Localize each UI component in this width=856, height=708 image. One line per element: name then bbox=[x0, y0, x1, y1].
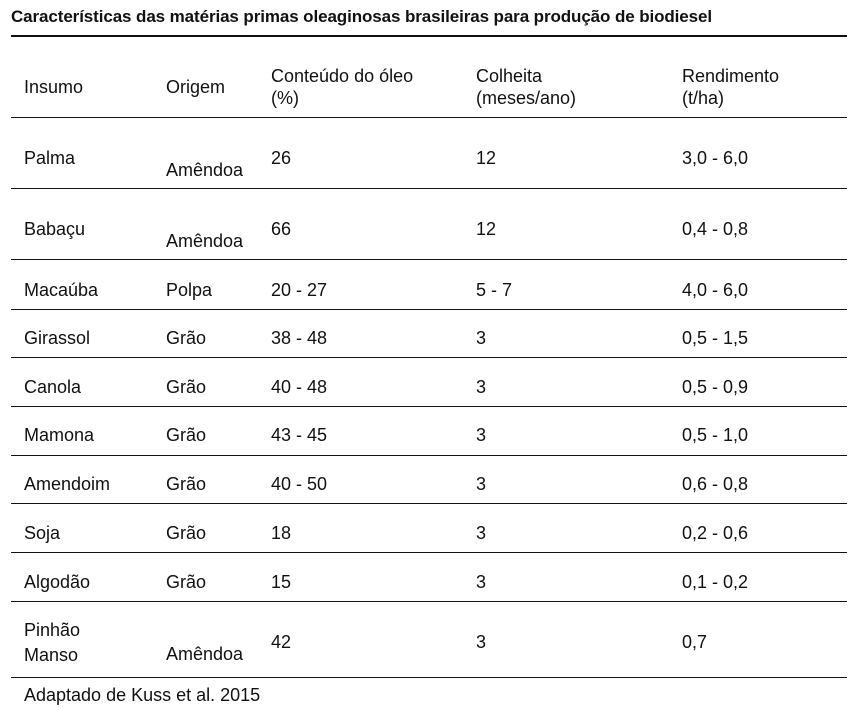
cell-colheita: 5 - 7 bbox=[476, 280, 513, 300]
cell-insumo: Macaúba bbox=[24, 280, 99, 300]
cell-conteudo: 15 bbox=[271, 572, 292, 592]
header-rule bbox=[11, 117, 847, 118]
cell-conteudo: 18 bbox=[271, 523, 292, 543]
cell-insumo-line1: Pinhão bbox=[24, 620, 81, 640]
cell-conteudo: 26 bbox=[271, 148, 292, 168]
cell-insumo: Canola bbox=[24, 377, 82, 397]
header-colheita-line2: (meses/ano) bbox=[476, 88, 577, 108]
cell-insumo: Girassol bbox=[24, 328, 91, 348]
cell-rendimento: 0,1 - 0,2 bbox=[682, 572, 749, 592]
header-rendimento: Rendimento (t/ha) bbox=[682, 65, 779, 109]
table-title: Características das matérias primas olea… bbox=[11, 7, 712, 26]
header-conteudo-line2: (%) bbox=[271, 88, 299, 108]
top-rule bbox=[11, 35, 847, 37]
cell-conteudo: 40 - 48 bbox=[271, 377, 328, 397]
cell-origem: Grão bbox=[166, 425, 207, 445]
cell-insumo: Algodão bbox=[24, 572, 91, 592]
cell-conteudo: 43 - 45 bbox=[271, 425, 328, 445]
row-rule bbox=[11, 406, 847, 407]
cell-origem: Grão bbox=[166, 572, 207, 592]
cell-insumo: Soja bbox=[24, 523, 61, 543]
row-rule bbox=[11, 309, 847, 310]
cell-colheita: 3 bbox=[476, 328, 487, 348]
cell-colheita: 3 bbox=[476, 632, 487, 652]
cell-colheita: 12 bbox=[476, 148, 497, 168]
header-conteudo: Conteúdo do óleo (%) bbox=[271, 65, 413, 109]
row-rule bbox=[11, 188, 847, 189]
cell-conteudo: 38 - 48 bbox=[271, 328, 328, 348]
cell-insumo: Palma bbox=[24, 148, 76, 168]
cell-origem: Polpa bbox=[166, 280, 213, 300]
cell-insumo: Pinhão Manso bbox=[24, 619, 80, 666]
cell-rendimento: 0,6 - 0,8 bbox=[682, 474, 749, 494]
row-rule bbox=[11, 552, 847, 553]
cell-origem: Grão bbox=[166, 474, 207, 494]
cell-origem: Amêndoa bbox=[166, 160, 244, 180]
cell-colheita: 3 bbox=[476, 425, 487, 445]
cell-rendimento: 4,0 - 6,0 bbox=[682, 280, 749, 300]
cell-insumo: Amendoim bbox=[24, 474, 111, 494]
cell-origem: Grão bbox=[166, 523, 207, 543]
cell-rendimento: 0,5 - 1,5 bbox=[682, 328, 749, 348]
row-rule bbox=[11, 357, 847, 358]
cell-origem: Amêndoa bbox=[166, 231, 244, 251]
cell-rendimento: 0,5 - 0,9 bbox=[682, 377, 749, 397]
row-rule bbox=[11, 503, 847, 504]
cell-rendimento: 0,5 - 1,0 bbox=[682, 425, 749, 445]
cell-insumo-line2: Manso bbox=[24, 645, 79, 665]
row-rule bbox=[11, 259, 847, 260]
cell-rendimento: 0,7 bbox=[682, 632, 708, 652]
cell-colheita: 3 bbox=[476, 523, 487, 543]
bottom-rule bbox=[11, 677, 847, 678]
cell-colheita: 12 bbox=[476, 219, 497, 239]
cell-colheita: 3 bbox=[476, 377, 487, 397]
cell-origem: Grão bbox=[166, 328, 207, 348]
source-note: Adaptado de Kuss et al. 2015 bbox=[24, 685, 261, 705]
cell-conteudo: 40 - 50 bbox=[271, 474, 328, 494]
cell-origem: Grão bbox=[166, 377, 207, 397]
cell-origem: Amêndoa bbox=[166, 644, 244, 664]
header-rendimento-line2: (t/ha) bbox=[682, 88, 725, 108]
cell-conteudo: 66 bbox=[271, 219, 292, 239]
header-colheita: Colheita (meses/ano) bbox=[476, 65, 576, 109]
cell-rendimento: 0,4 - 0,8 bbox=[682, 219, 749, 239]
cell-colheita: 3 bbox=[476, 572, 487, 592]
cell-insumo: Babaçu bbox=[24, 219, 86, 239]
cell-conteudo: 20 - 27 bbox=[271, 280, 328, 300]
cell-insumo: Mamona bbox=[24, 425, 95, 445]
cell-conteudo: 42 bbox=[271, 632, 292, 652]
header-insumo: Insumo bbox=[24, 77, 84, 97]
row-rule bbox=[11, 601, 847, 602]
header-colheita-line1: Colheita bbox=[476, 66, 543, 86]
row-rule bbox=[11, 455, 847, 456]
header-rendimento-line1: Rendimento bbox=[682, 66, 780, 86]
header-origem: Origem bbox=[166, 77, 226, 97]
cell-colheita: 3 bbox=[476, 474, 487, 494]
header-conteudo-line1: Conteúdo do óleo bbox=[271, 66, 414, 86]
cell-rendimento: 0,2 - 0,6 bbox=[682, 523, 749, 543]
cell-rendimento: 3,0 - 6,0 bbox=[682, 148, 749, 168]
